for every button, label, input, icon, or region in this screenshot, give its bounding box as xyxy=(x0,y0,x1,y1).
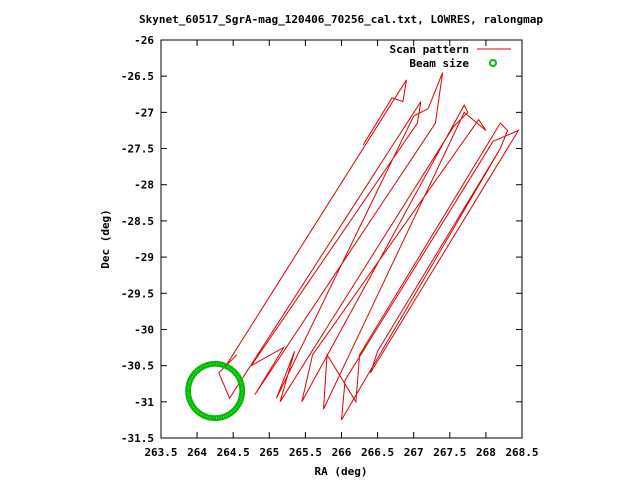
y-tick-label: -31.5 xyxy=(121,432,154,445)
legend-label-scan-pattern: Scan pattern xyxy=(390,43,469,56)
y-tick-label: -30.5 xyxy=(121,360,154,373)
y-tick-label: -26 xyxy=(134,34,154,47)
y-tick-label: -28 xyxy=(134,179,154,192)
legend: Scan pattern Beam size xyxy=(390,43,511,70)
beam-size-point xyxy=(239,385,246,392)
x-tick-label: 264 xyxy=(187,446,207,459)
y-tick-label: -31 xyxy=(134,396,154,409)
y-tick-label: -27 xyxy=(134,106,154,119)
y-tick-label: -27.5 xyxy=(121,143,154,156)
y-tick-label: -29.5 xyxy=(121,287,154,300)
x-tick-label: 264.5 xyxy=(217,446,250,459)
y-axis: -26 -26.5 -27 -27.5 -28 -28.5 -29 -29.5 -30 -30.5… xyxy=(121,34,522,445)
x-tick-label: 267 xyxy=(404,446,424,459)
y-tick-label: -29 xyxy=(134,251,154,264)
x-tick-label: 265.5 xyxy=(289,446,322,459)
chart-title: Skynet_60517_SgrA-mag_120406_70256_cal.t… xyxy=(139,13,543,26)
x-tick-label: 266 xyxy=(332,446,352,459)
x-tick-label: 266.5 xyxy=(361,446,394,459)
scan-pattern-line xyxy=(218,72,520,421)
x-tick-label: 267.5 xyxy=(433,446,466,459)
legend-swatch-beam-size xyxy=(489,59,497,67)
x-tick-label: 263.5 xyxy=(144,446,177,459)
x-tick-label: 265 xyxy=(259,446,279,459)
y-tick-label: -30 xyxy=(134,323,154,336)
x-axis: 263.5 264 264.5 265 265.5 266 266.5 267 267.5 268… xyxy=(144,40,539,459)
x-tick-label: 268.5 xyxy=(505,446,538,459)
x-axis-label: RA (deg) xyxy=(315,465,368,478)
y-tick-label: -28.5 xyxy=(121,215,154,228)
series-layer xyxy=(185,72,520,422)
legend-label-beam-size: Beam size xyxy=(409,57,469,70)
x-tick-label: 268 xyxy=(476,446,496,459)
y-tick-label: -26.5 xyxy=(121,70,154,83)
y-axis-label: Dec (deg) xyxy=(99,209,112,269)
